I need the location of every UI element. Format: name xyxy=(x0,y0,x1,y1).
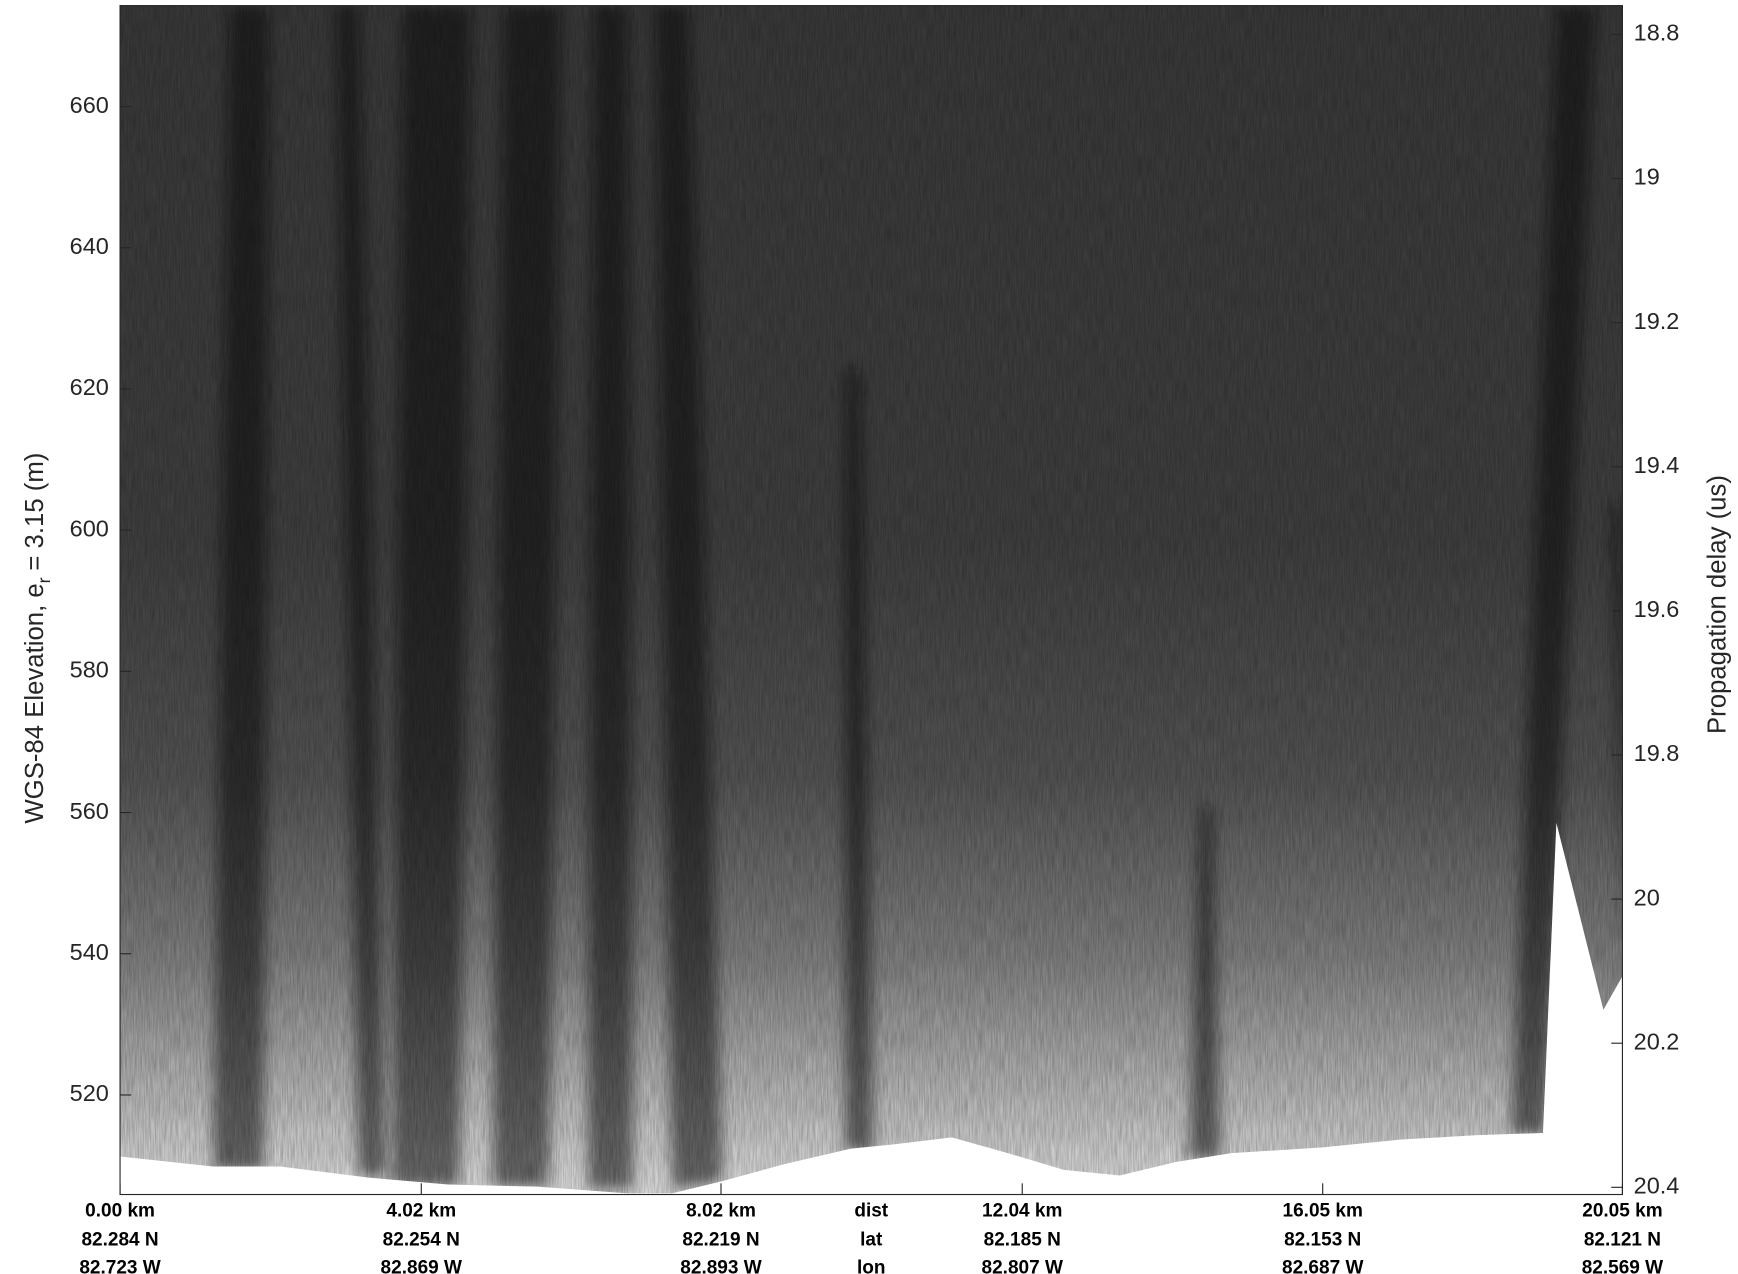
y-tick-label: 560 xyxy=(70,798,109,824)
y-tick-label: 660 xyxy=(70,92,109,118)
lat-label: 82.153 N xyxy=(1284,1229,1361,1250)
y2-axis-label: Propagation delay (us) xyxy=(1704,475,1732,734)
y-tick-label: 600 xyxy=(70,515,109,541)
lon-label: 82.723 W xyxy=(79,1257,160,1274)
x-tick-label: 4.02 km xyxy=(386,1200,456,1221)
x-tick-label: 8.02 km xyxy=(686,1200,756,1221)
y-tick-label: 520 xyxy=(70,1080,109,1106)
y2-tick-label: 18.8 xyxy=(1634,20,1680,46)
y2-tick-label: 20.4 xyxy=(1634,1173,1680,1199)
y-axis-label: WGS-84 Elevation, er = 3.15 (m) xyxy=(21,453,54,824)
y2-tick-label: 19.2 xyxy=(1634,308,1680,334)
x-tick-label: 12.04 km xyxy=(982,1200,1062,1221)
lat-label: 82.284 N xyxy=(81,1229,158,1250)
y-label-part: WGS-84 Elevation, e xyxy=(21,583,49,823)
lon-label: 82.869 W xyxy=(381,1257,462,1274)
y-tick-label: 620 xyxy=(70,374,109,400)
y2-tick-label: 20 xyxy=(1634,884,1660,910)
row-label: dist xyxy=(854,1200,888,1221)
y2-tick-label: 19.8 xyxy=(1634,740,1680,766)
y2-tick-label: 19 xyxy=(1634,164,1660,190)
echogram-image xyxy=(120,5,1623,1195)
y-tick-label: 540 xyxy=(70,939,109,965)
lon-label: 82.687 W xyxy=(1282,1257,1363,1274)
y2-tick-label: 19.6 xyxy=(1634,596,1680,622)
y-label-subscript: r xyxy=(34,577,54,583)
y2-tick-label: 20.2 xyxy=(1634,1028,1680,1054)
lat-label: 82.254 N xyxy=(383,1229,460,1250)
lon-label: 82.893 W xyxy=(680,1257,761,1274)
y2-tick-label: 19.4 xyxy=(1634,452,1680,478)
x-tick-label: 20.05 km xyxy=(1582,1200,1662,1221)
y-tick-label: 580 xyxy=(70,657,109,683)
lon-label: 82.807 W xyxy=(982,1257,1063,1274)
plot-frame xyxy=(119,5,1623,1196)
row-label: lat xyxy=(860,1229,883,1250)
row-label: lon xyxy=(857,1257,886,1274)
lat-label: 82.219 N xyxy=(682,1229,759,1250)
x-tick-label: 16.05 km xyxy=(1283,1200,1363,1221)
lat-label: 82.121 N xyxy=(1584,1229,1661,1250)
lon-label: 82.569 W xyxy=(1582,1257,1663,1274)
y-tick-label: 640 xyxy=(70,233,109,259)
lat-label: 82.185 N xyxy=(984,1229,1061,1250)
y-label-part: = 3.15 (m) xyxy=(21,453,49,571)
x-tick-label: 0.00 km xyxy=(85,1200,155,1221)
